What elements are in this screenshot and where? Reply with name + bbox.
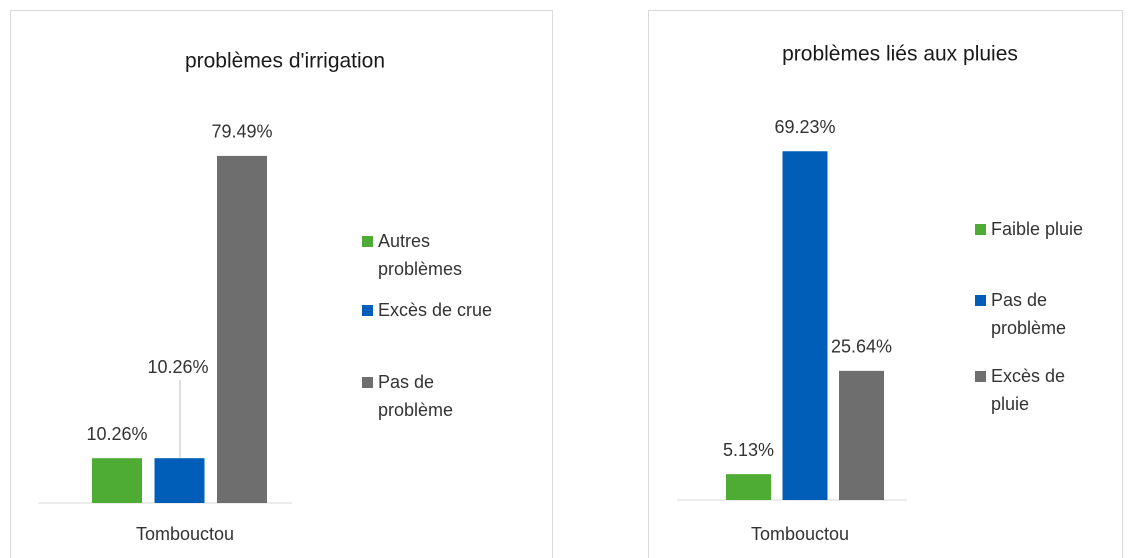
legend-item: Excès de pluie (975, 362, 1095, 418)
legend-label: Autres problèmes (378, 231, 463, 279)
data-label: 79.49% (211, 122, 272, 142)
data-label: 25.64% (831, 337, 892, 357)
legend-item: Pas de problème (975, 286, 1095, 342)
legend-label: Faible pluie (991, 219, 1084, 239)
bar (92, 458, 142, 503)
legend-label: Pas de problème (378, 372, 454, 420)
bar (217, 155, 267, 503)
legend-swatch (975, 295, 986, 306)
legend-swatch (975, 371, 986, 382)
legend-item: Pas de problème (362, 368, 512, 424)
bar (782, 151, 828, 500)
data-label: 69.23% (774, 117, 835, 137)
data-label: 5.13% (723, 440, 774, 460)
panel (648, 10, 1123, 558)
x-tick-label: Tombouctou (751, 524, 849, 544)
legend-item: Faible pluie (975, 215, 1095, 243)
legend-swatch (975, 224, 986, 235)
legend-label: Excès de crue (378, 300, 493, 320)
bar (726, 474, 771, 500)
legend-label: Excès de pluie (991, 366, 1066, 414)
legend-swatch (362, 377, 373, 388)
chart-title: problèmes liés aux pluies (782, 43, 1018, 66)
data-label: 10.26% (147, 357, 208, 377)
chart-title: problèmes d'irrigation (185, 50, 385, 73)
legend-item: Autres problèmes (362, 227, 512, 283)
legend-swatch (362, 236, 373, 247)
data-label: 10.26% (86, 424, 147, 444)
panel (10, 10, 553, 558)
legend-swatch (362, 305, 373, 316)
legend-item: Excès de crue (362, 296, 512, 324)
legend-label: Pas de problème (991, 290, 1067, 338)
bar (839, 370, 884, 500)
x-tick-label: Tombouctou (136, 524, 234, 544)
bar (154, 458, 205, 503)
